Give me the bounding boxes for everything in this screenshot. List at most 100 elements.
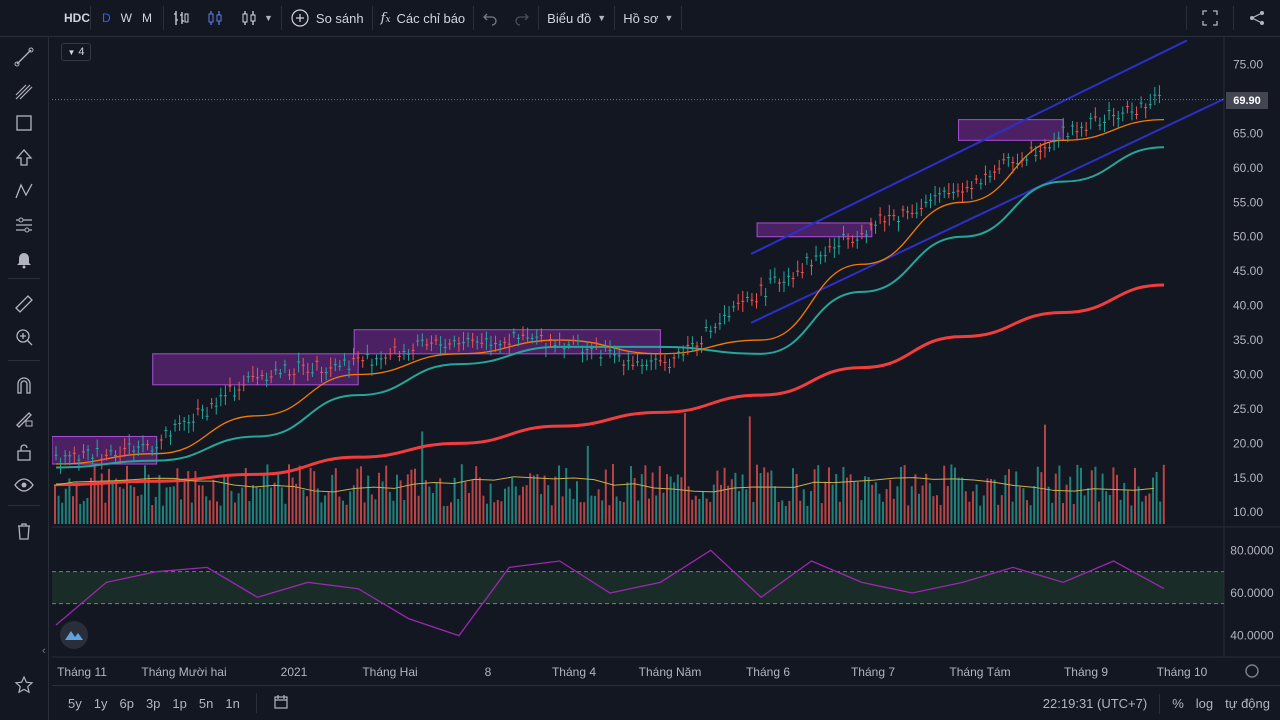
range-1n[interactable]: 1n (225, 695, 240, 711)
percent-toggle[interactable]: % (1172, 696, 1184, 711)
tradingview-logo[interactable] (60, 621, 88, 649)
time-tick-label: 8 (485, 665, 492, 679)
auto-toggle[interactable]: tự động (1225, 696, 1270, 711)
legend-toggle[interactable]: ▼ 4 (61, 43, 91, 61)
log-toggle[interactable]: log (1195, 696, 1214, 711)
volume-bar (590, 495, 593, 524)
interval-m[interactable]: M (142, 11, 152, 25)
volume-bar (835, 473, 838, 524)
volume-bar (248, 500, 251, 524)
volume-bar (658, 466, 661, 524)
volume-bar (979, 505, 982, 524)
share-button[interactable] (1234, 0, 1280, 37)
candle-style-button[interactable] (198, 0, 232, 37)
magnet-icon[interactable] (11, 372, 37, 398)
arrow-up-icon[interactable] (11, 145, 37, 171)
price-tick-label: 10.00 (1233, 505, 1263, 519)
price-tick-label: 55.00 (1233, 195, 1263, 209)
unlock-icon[interactable] (11, 439, 37, 465)
range-1p[interactable]: 1p (172, 695, 187, 711)
alert-bell-icon[interactable] (11, 246, 37, 272)
redo-button[interactable] (506, 0, 538, 37)
volume-bar (291, 477, 294, 524)
fullscreen-button[interactable] (1187, 0, 1233, 37)
volume-bar (165, 487, 168, 524)
zoom-in-icon[interactable] (11, 324, 37, 350)
interval-w[interactable]: W (120, 11, 132, 25)
eye-icon[interactable] (11, 472, 37, 498)
volume-bar (748, 416, 751, 524)
collapse-toolbar-icon[interactable]: ‹ (42, 645, 46, 657)
volume-bar (417, 495, 420, 524)
volume-bar (511, 477, 514, 524)
volume-bar (295, 483, 298, 524)
price-chart-svg[interactable]: 75.0070.0065.0060.0055.0050.0045.0040.00… (52, 37, 1280, 685)
symbol-search[interactable]: HDC (64, 11, 90, 25)
volume-bar (968, 501, 971, 524)
range-3p[interactable]: 3p (145, 695, 161, 711)
ma-slow-line (55, 283, 1165, 487)
clock-display[interactable]: 22:19:31 (UTC+7) (1042, 696, 1148, 711)
undo-button[interactable] (474, 0, 506, 37)
range-5y[interactable]: 5y (68, 695, 82, 711)
volume-bar (655, 495, 658, 524)
date-range-icon (274, 694, 288, 709)
volume-bar (838, 501, 841, 524)
volume-bar (529, 473, 532, 524)
volume-bar (1022, 488, 1025, 524)
ruler-icon[interactable] (11, 291, 37, 317)
trend-line-icon[interactable] (11, 44, 37, 70)
volume-bar (234, 502, 236, 524)
volume-bar (518, 495, 521, 524)
date-range-button[interactable] (267, 694, 295, 713)
pattern-icon[interactable] (11, 178, 37, 204)
volume-bar (982, 495, 985, 524)
range-1y[interactable]: 1y (93, 695, 108, 711)
profile-menu-button[interactable]: Hồ sơ ▼ (615, 0, 681, 37)
rectangle-icon[interactable] (11, 110, 37, 136)
compare-button[interactable]: So sánh (282, 0, 372, 37)
volume-bar (943, 465, 946, 524)
volume-bar (936, 495, 938, 524)
volume-bar (756, 464, 758, 524)
volume-bar (525, 485, 528, 524)
volume-bar (410, 469, 413, 524)
volume-bar (302, 489, 305, 524)
volume-bar (1098, 501, 1100, 524)
volume-bar (108, 468, 110, 524)
range-5n[interactable]: 5n (198, 695, 214, 711)
pitchfork-icon[interactable] (11, 78, 37, 104)
volume-bar (342, 500, 344, 524)
star-icon[interactable] (11, 672, 37, 698)
volume-bar (1076, 464, 1079, 524)
heikin-style-button[interactable]: ▼ (232, 0, 281, 37)
volume-bar (136, 496, 139, 524)
volume-bar (82, 500, 85, 524)
range-6p[interactable]: 6p (119, 695, 134, 711)
price-tick-label: 65.00 (1233, 126, 1263, 140)
volume-bar (320, 502, 323, 524)
volume-bar (385, 465, 388, 524)
volume-bar (72, 496, 74, 524)
volume-bar (867, 476, 870, 524)
volume-bar (619, 500, 622, 524)
volume-bar (219, 505, 222, 524)
indicators-button[interactable]: fx Các chỉ báo (373, 0, 474, 37)
volume-bar (1083, 495, 1086, 524)
chart-menu-button[interactable]: Biểu đồ ▼ (539, 0, 614, 37)
lock-draw-icon[interactable] (11, 405, 37, 431)
interval-d[interactable]: D (102, 11, 111, 25)
forecast-icon[interactable] (11, 212, 37, 238)
volume-bar (1072, 504, 1075, 524)
volume-bar (1004, 475, 1007, 524)
volume-bar (140, 494, 143, 524)
volume-bar (97, 483, 100, 524)
volume-bar (1116, 474, 1118, 524)
volume-bar (640, 474, 643, 524)
volume-bar (788, 500, 791, 524)
volume-bar (810, 491, 812, 524)
chart-area[interactable]: 75.0070.0065.0060.0055.0050.0045.0040.00… (52, 37, 1280, 720)
bar-style-button[interactable] (164, 0, 198, 37)
volume-bar (1033, 485, 1036, 524)
trash-icon[interactable] (11, 518, 37, 544)
